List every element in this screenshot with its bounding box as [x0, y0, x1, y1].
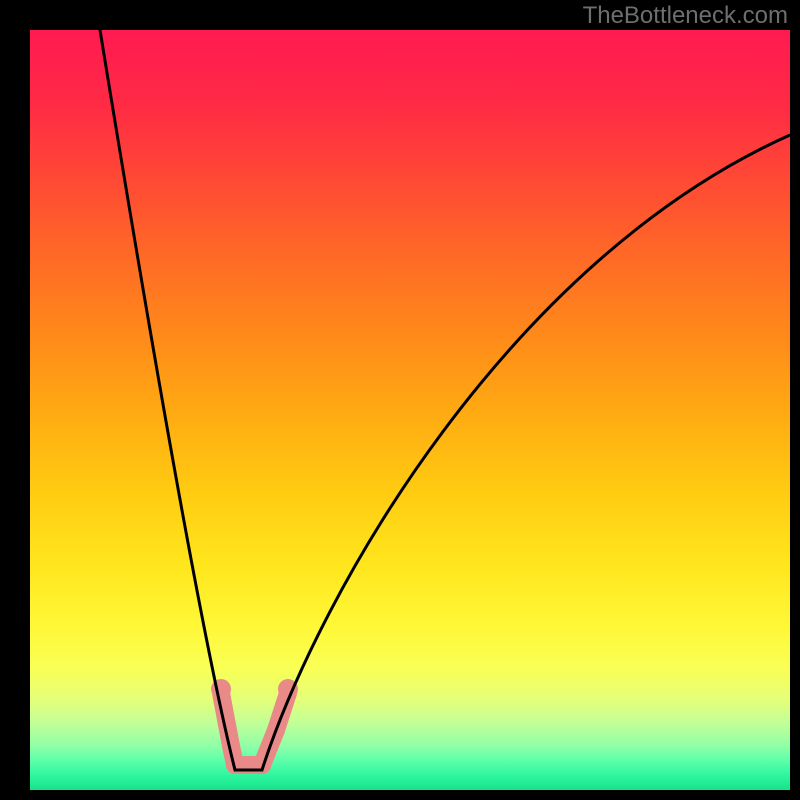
chart-plot-area	[30, 30, 790, 790]
watermark-text: TheBottleneck.com	[583, 2, 788, 30]
chart-curve-overlay	[30, 30, 790, 790]
bottleneck-curve	[100, 30, 790, 770]
